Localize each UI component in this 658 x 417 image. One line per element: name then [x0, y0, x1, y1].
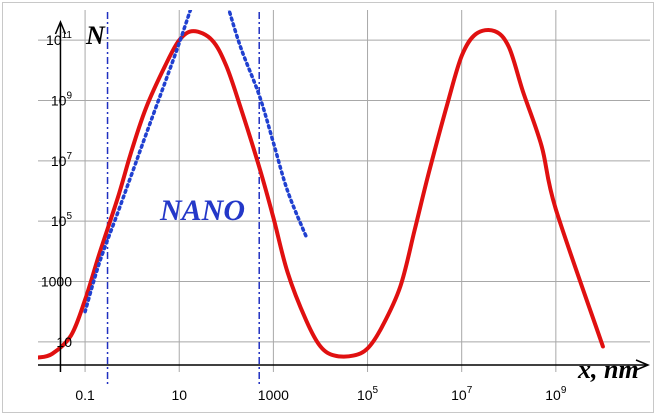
y-tick-label: 10	[56, 334, 72, 350]
tick-labels: 0.1 10 1000 105 107 109 10 1000 105 107 109 1011	[41, 30, 567, 403]
axes	[38, 20, 650, 372]
x-tick-label: 105	[357, 385, 379, 403]
curves	[38, 10, 605, 360]
y-tick-label: 107	[51, 151, 73, 169]
y-axis-arrow	[54, 20, 67, 35]
x-tick-label: 10	[171, 387, 187, 403]
y-tick-label: 1011	[46, 30, 72, 48]
nano-boundary-lines	[106, 12, 260, 384]
x-tick-label: 1000	[258, 387, 289, 403]
x-tick-label: 0.1	[75, 387, 95, 403]
asymptote-dotted-line	[227, 10, 309, 239]
x-axis-label: x, nm	[577, 355, 639, 384]
distribution-curve	[38, 27, 605, 360]
y-tick-label: 109	[51, 91, 73, 109]
x-tick-label: 109	[545, 385, 567, 403]
grid-lines	[38, 10, 650, 372]
chart-frame	[2, 2, 654, 413]
x-tick-label: 107	[451, 385, 473, 403]
x-axis-arrow	[635, 359, 650, 371]
y-tick-label: 1000	[41, 274, 72, 290]
asymptote-dotted-line	[83, 10, 193, 314]
y-tick-label: 105	[51, 211, 73, 229]
nano-annotation: NANO	[159, 194, 245, 227]
y-axis-label: N	[85, 21, 106, 50]
